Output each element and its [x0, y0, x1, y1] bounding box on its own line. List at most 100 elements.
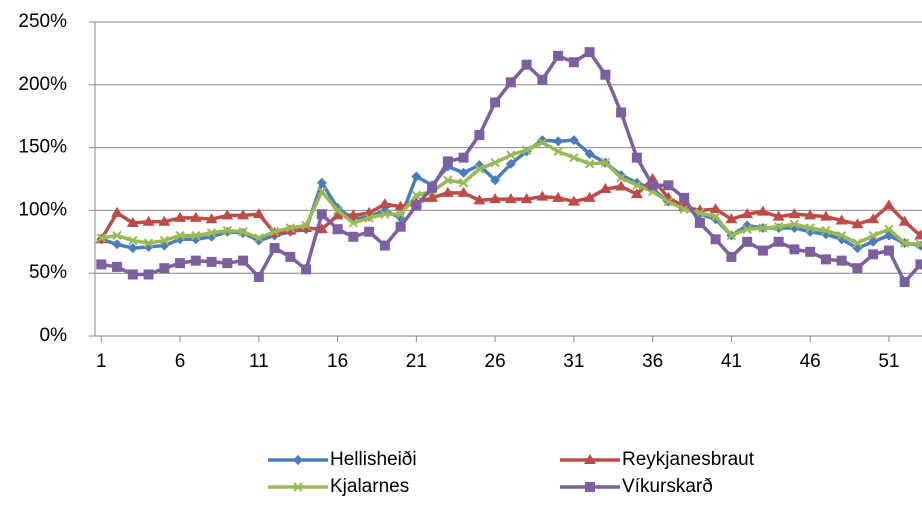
- marker: [710, 211, 721, 222]
- marker: [553, 136, 564, 147]
- marker: [789, 219, 800, 229]
- marker: [378, 198, 391, 209]
- marker: [191, 230, 201, 241]
- marker: [726, 251, 737, 262]
- marker: [521, 59, 532, 70]
- marker: [585, 482, 595, 492]
- marker: [616, 173, 626, 183]
- marker: [458, 167, 469, 178]
- marker: [489, 193, 502, 204]
- marker: [584, 47, 595, 58]
- marker: [126, 216, 139, 227]
- marker: [347, 209, 360, 220]
- marker: [112, 230, 122, 241]
- marker: [568, 135, 579, 146]
- marker: [427, 182, 438, 193]
- marker: [348, 231, 359, 242]
- marker: [536, 190, 549, 201]
- marker: [332, 205, 343, 216]
- marker: [175, 258, 186, 269]
- y-tick-label: 50%: [29, 262, 67, 283]
- y-tick-label: 0%: [40, 325, 68, 346]
- marker: [159, 263, 170, 274]
- marker: [884, 224, 894, 234]
- x-tick-label: 21: [406, 351, 427, 372]
- marker: [222, 258, 233, 269]
- marker: [293, 455, 303, 465]
- marker: [553, 146, 563, 157]
- marker: [600, 69, 611, 80]
- marker: [473, 194, 486, 205]
- marker: [520, 193, 533, 204]
- marker: [506, 150, 516, 160]
- marker: [882, 199, 895, 210]
- marker: [505, 77, 516, 88]
- marker: [679, 192, 690, 203]
- marker: [301, 264, 312, 275]
- marker: [756, 205, 769, 216]
- marker: [111, 206, 124, 217]
- marker: [742, 224, 752, 234]
- marker: [537, 137, 548, 148]
- marker: [537, 74, 548, 85]
- marker: [474, 130, 485, 141]
- marker: [679, 204, 689, 214]
- marker: [269, 227, 280, 237]
- marker: [411, 200, 422, 211]
- marker: [663, 196, 674, 207]
- marker: [174, 211, 187, 222]
- marker: [222, 225, 233, 236]
- marker: [96, 233, 107, 243]
- marker: [316, 209, 327, 220]
- marker: [899, 276, 910, 287]
- marker: [364, 213, 374, 223]
- marker: [504, 193, 517, 204]
- y-tick-label: 200%: [18, 74, 67, 95]
- marker: [599, 183, 612, 194]
- marker: [616, 107, 627, 118]
- marker: [190, 255, 201, 266]
- legend-label: Hellisheiði: [330, 449, 417, 470]
- marker: [804, 209, 817, 220]
- marker: [836, 255, 847, 266]
- marker: [805, 246, 816, 257]
- marker: [741, 208, 754, 219]
- marker: [615, 180, 628, 191]
- marker: [584, 159, 595, 169]
- marker: [868, 249, 879, 260]
- marker: [206, 228, 217, 238]
- marker: [206, 256, 217, 267]
- marker: [821, 225, 831, 236]
- marker: [772, 210, 785, 221]
- x-tick-label: 16: [327, 351, 348, 372]
- marker: [632, 180, 642, 190]
- x-tick-label: 11: [249, 351, 269, 372]
- marker: [458, 152, 469, 163]
- marker: [411, 171, 422, 182]
- x-tick-label: 31: [563, 351, 584, 372]
- marker: [474, 164, 485, 174]
- marker: [773, 222, 784, 232]
- marker: [238, 255, 249, 266]
- marker: [379, 240, 390, 251]
- marker: [395, 209, 406, 219]
- marker: [237, 209, 250, 220]
- marker: [443, 175, 453, 185]
- marker: [600, 157, 611, 168]
- marker: [726, 230, 737, 241]
- marker: [127, 269, 138, 280]
- marker: [441, 186, 454, 197]
- marker: [915, 239, 922, 250]
- marker: [773, 236, 784, 247]
- marker: [301, 220, 311, 231]
- marker: [788, 208, 801, 219]
- marker: [317, 186, 327, 197]
- marker: [364, 226, 375, 237]
- marker: [380, 209, 390, 219]
- marker: [348, 218, 359, 228]
- marker: [490, 157, 500, 168]
- marker: [584, 454, 596, 464]
- marker: [567, 195, 580, 206]
- marker: [269, 243, 280, 254]
- x-tick-label: 6: [175, 351, 186, 372]
